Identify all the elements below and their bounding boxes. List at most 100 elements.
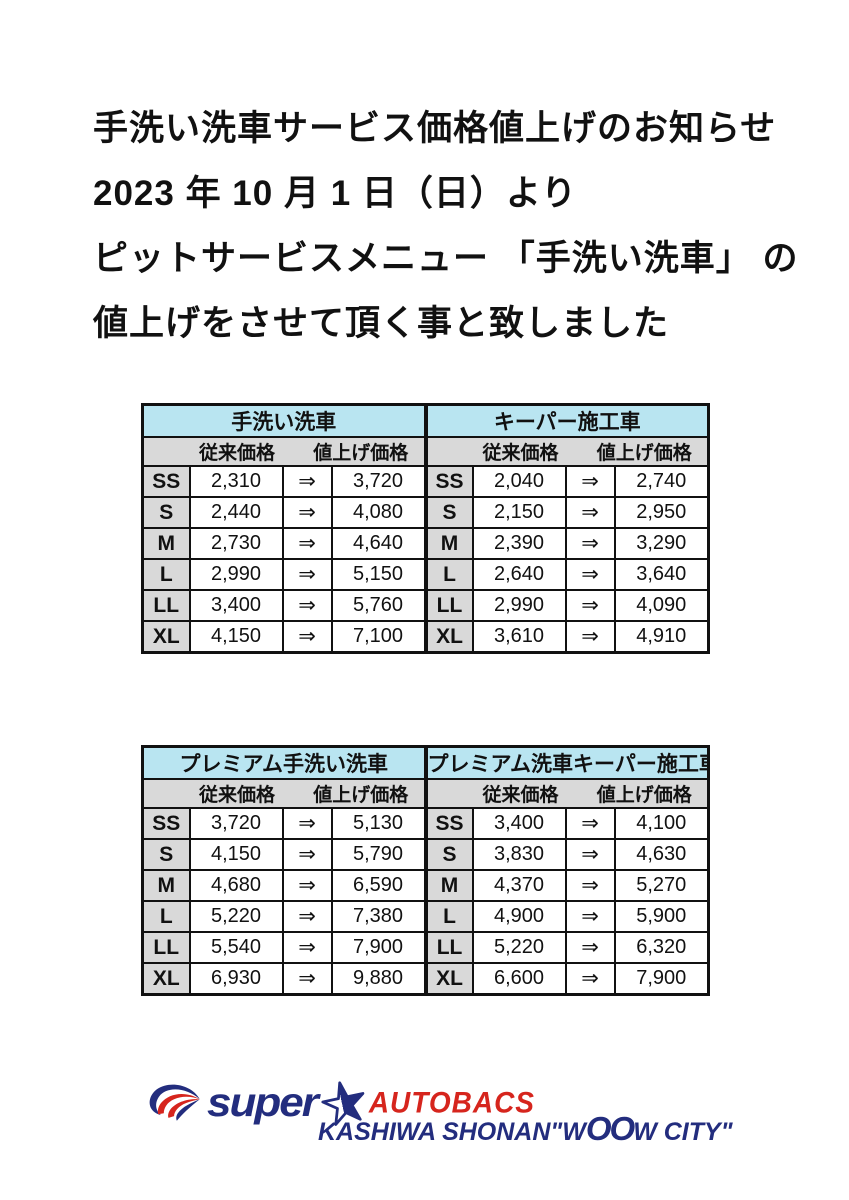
size-cell: XL (141, 962, 191, 996)
store-name-oo: OO (585, 1110, 635, 1147)
table1-header-row: 手洗い洗車 キーパー施工車 (141, 403, 710, 438)
size-cell: SS (141, 465, 191, 498)
table-row: SS 2,310 ⇒ 3,720 SS 2,040 ⇒ 2,740 (141, 465, 710, 498)
size-cell: M (423, 869, 474, 902)
old-price-cell: 2,990 (188, 558, 284, 591)
table2-subheader-row: 従来価格 値上げ価格 従来価格 値上げ価格 (142, 778, 709, 809)
new-price-cell: 4,640 (330, 527, 427, 560)
arrow-cell: ⇒ (564, 589, 616, 622)
table-row: L 2,990 ⇒ 5,150 L 2,640 ⇒ 3,640 (141, 558, 710, 591)
old-price-cell: 2,440 (188, 496, 284, 529)
price-table-premium: プレミアム手洗い洗車 プレミアム洗車キーパー施工車 従来価格 値上げ価格 従来価格… (141, 745, 711, 996)
old-price-cell: 2,730 (188, 527, 284, 560)
super-autobacs-logo: super AUTOBACS (147, 1077, 535, 1129)
arrow-cell: ⇒ (564, 838, 616, 871)
old-price-label: 従来価格 (198, 443, 275, 464)
new-price-cell: 5,150 (330, 558, 427, 591)
new-price-label: 値上げ価格 (596, 443, 692, 464)
new-price-cell: 4,100 (613, 807, 710, 840)
table2-right-title: プレミアム洗車キーパー施工車 (423, 745, 710, 780)
title-line-4: 値上げをさせて頂く事と致しました (93, 304, 670, 343)
new-price-cell: 4,630 (613, 838, 710, 871)
notice-title-block: 手洗い洗車サービス価格値上げのお知らせ 2023 年 10 月 1 日（日）より… (93, 96, 799, 356)
new-price-cell: 5,790 (330, 838, 427, 871)
arrow-cell: ⇒ (564, 496, 616, 529)
table-row: SS 3,720 ⇒ 5,130 SS 3,400 ⇒ 4,100 (141, 807, 710, 840)
old-price-cell: 4,370 (471, 869, 567, 902)
table2-left-title: プレミアム手洗い洗車 (141, 745, 427, 780)
old-price-cell: 2,990 (471, 589, 567, 622)
title-line-2: 2023 年 10 月 1 日（日）より (93, 174, 578, 213)
arrow-cell: ⇒ (281, 465, 333, 498)
arrow-cell: ⇒ (281, 838, 333, 871)
new-price-label: 値上げ価格 (596, 785, 692, 806)
new-price-cell: 7,380 (330, 900, 427, 933)
size-cell: L (423, 900, 474, 933)
size-cell: LL (141, 931, 191, 964)
table-row: S 2,440 ⇒ 4,080 S 2,150 ⇒ 2,950 (141, 496, 710, 529)
table-row: XL 4,150 ⇒ 7,100 XL 3,610 ⇒ 4,910 (141, 620, 710, 654)
old-price-cell: 4,150 (188, 838, 284, 871)
size-cell: XL (423, 620, 474, 654)
table-row: LL 3,400 ⇒ 5,760 LL 2,990 ⇒ 4,090 (141, 589, 710, 622)
arrow-cell: ⇒ (281, 962, 333, 996)
arrow-cell: ⇒ (564, 620, 616, 654)
old-price-cell: 4,680 (188, 869, 284, 902)
old-price-cell: 2,310 (188, 465, 284, 498)
old-price-cell: 6,930 (188, 962, 284, 996)
old-price-label: 従来価格 (482, 443, 559, 464)
arrow-cell: ⇒ (281, 589, 333, 622)
table1-left-subheader: 従来価格 値上げ価格 (142, 436, 426, 467)
size-cell: SS (423, 807, 474, 840)
old-price-cell: 2,150 (471, 496, 567, 529)
new-price-cell: 3,720 (330, 465, 427, 498)
store-name-text: KASHIWA SHONAN"W OO W CITY" (318, 1110, 733, 1147)
new-price-cell: 9,880 (330, 962, 427, 996)
old-price-cell: 4,150 (188, 620, 284, 654)
arrow-cell: ⇒ (281, 900, 333, 933)
old-price-cell: 3,400 (471, 807, 567, 840)
old-price-cell: 2,390 (471, 527, 567, 560)
title-line-1: 手洗い洗車サービス価格値上げのお知らせ (93, 109, 777, 148)
size-cell: L (423, 558, 474, 591)
arrow-cell: ⇒ (564, 900, 616, 933)
size-cell: SS (423, 465, 474, 498)
new-price-cell: 6,590 (330, 869, 427, 902)
size-cell: XL (141, 620, 191, 654)
table2-right-subheader: 従来価格 値上げ価格 (423, 778, 709, 809)
size-cell: M (141, 527, 191, 560)
old-price-cell: 5,220 (471, 931, 567, 964)
table1-right-title: キーパー施工車 (423, 403, 710, 438)
old-price-cell: 2,040 (471, 465, 567, 498)
table-row: L 5,220 ⇒ 7,380 L 4,900 ⇒ 5,900 (141, 900, 710, 933)
table-row: XL 6,930 ⇒ 9,880 XL 6,600 ⇒ 7,900 (141, 962, 710, 996)
arrow-cell: ⇒ (281, 807, 333, 840)
new-price-cell: 4,090 (613, 589, 710, 622)
title-line-3: ピットサービスメニュー 「手洗い洗車」 の (93, 239, 799, 278)
arrow-cell: ⇒ (281, 558, 333, 591)
store-name-prefix: KASHIWA SHONAN"W (318, 1118, 586, 1146)
super-logo-text: super (207, 1080, 319, 1126)
price-table-standard: 手洗い洗車 キーパー施工車 従来価格 値上げ価格 従来価格 値上げ価格 SS 2,3… (141, 403, 711, 654)
table-row: M 2,730 ⇒ 4,640 M 2,390 ⇒ 3,290 (141, 527, 710, 560)
new-price-label: 値上げ価格 (313, 443, 409, 464)
store-name-suffix: W CITY" (633, 1118, 733, 1146)
new-price-cell: 2,740 (613, 465, 710, 498)
size-cell: LL (141, 589, 191, 622)
old-price-cell: 3,720 (188, 807, 284, 840)
star-icon (321, 1081, 365, 1126)
arrow-cell: ⇒ (281, 620, 333, 654)
table-row: S 4,150 ⇒ 5,790 S 3,830 ⇒ 4,630 (141, 838, 710, 871)
old-price-cell: 3,400 (188, 589, 284, 622)
new-price-cell: 5,760 (330, 589, 427, 622)
arrow-cell: ⇒ (564, 558, 616, 591)
size-cell: LL (423, 931, 474, 964)
arrow-cell: ⇒ (564, 869, 616, 902)
new-price-cell: 2,950 (613, 496, 710, 529)
size-cell: SS (141, 807, 191, 840)
old-price-cell: 3,610 (471, 620, 567, 654)
size-cell: LL (423, 589, 474, 622)
table-row: LL 5,540 ⇒ 7,900 LL 5,220 ⇒ 6,320 (141, 931, 710, 964)
autobacs-swirl-icon (149, 1084, 200, 1121)
new-price-label: 値上げ価格 (313, 785, 409, 806)
